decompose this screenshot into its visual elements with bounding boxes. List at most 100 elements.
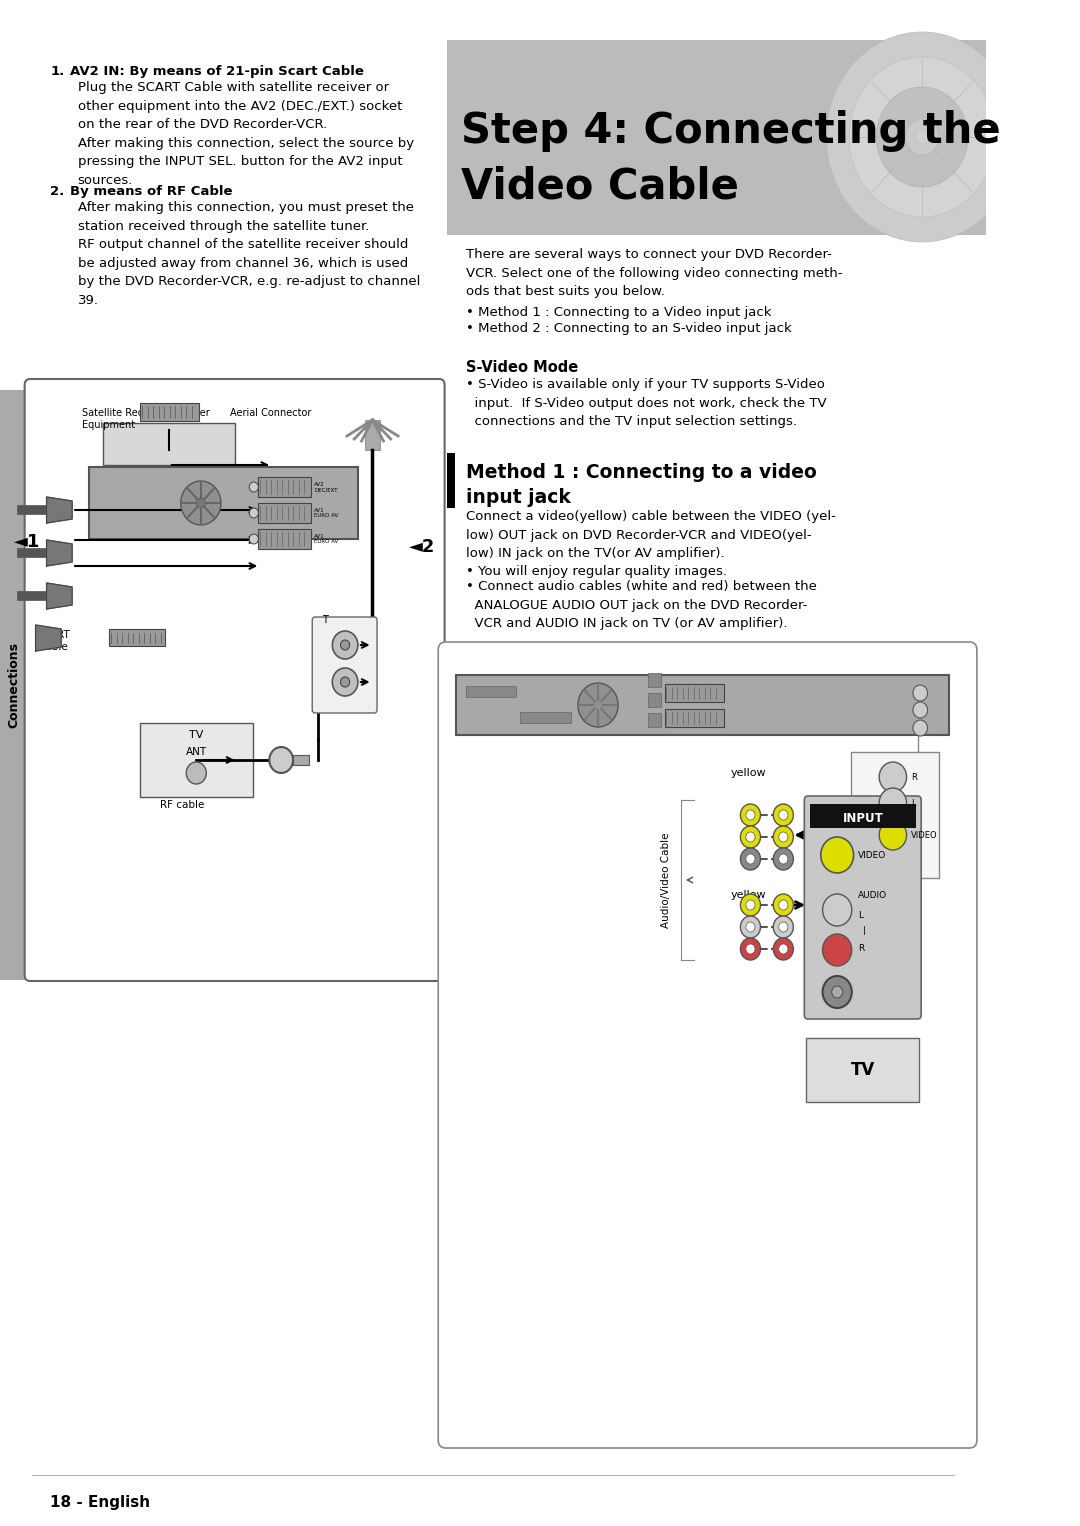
Text: TV: TV (851, 1061, 875, 1079)
Circle shape (877, 87, 968, 188)
Circle shape (746, 900, 755, 909)
Circle shape (779, 855, 788, 864)
Text: T: T (322, 615, 328, 626)
Text: 18 - English: 18 - English (50, 1495, 150, 1511)
Text: Connect a video(yellow) cable between the VIDEO (yel-
low) OUT jack on DVD Recor: Connect a video(yellow) cable between th… (465, 510, 836, 560)
Circle shape (913, 720, 928, 736)
Circle shape (773, 916, 794, 938)
Circle shape (826, 32, 1018, 243)
Text: Method 1 : Connecting to a video
input jack: Method 1 : Connecting to a video input j… (465, 462, 816, 507)
Text: AV2 IN: By means of 21-pin Scart Cable: AV2 IN: By means of 21-pin Scart Cable (70, 66, 364, 78)
Text: Satellite Receiver or other
Equipment: Satellite Receiver or other Equipment (82, 407, 210, 430)
Text: Audio/Video Cable: Audio/Video Cable (661, 832, 672, 928)
Text: ANT: ANT (186, 748, 207, 757)
Text: VIDEO: VIDEO (859, 850, 887, 859)
Circle shape (197, 497, 205, 508)
Text: AV2
DEC/EXT: AV2 DEC/EXT (314, 482, 338, 493)
Circle shape (773, 848, 794, 870)
FancyBboxPatch shape (258, 504, 311, 523)
Text: • You will enjoy regular quality images.: • You will enjoy regular quality images. (465, 565, 727, 578)
Text: • Method 2 : Connecting to an S-video input jack: • Method 2 : Connecting to an S-video in… (465, 322, 792, 336)
FancyBboxPatch shape (89, 467, 357, 539)
Circle shape (773, 894, 794, 916)
Text: SCART
Cable: SCART Cable (36, 630, 70, 653)
Text: AUDIO: AUDIO (859, 891, 888, 899)
Text: yellow: yellow (731, 768, 767, 778)
Circle shape (249, 534, 258, 543)
Text: Aerial Connector: Aerial Connector (230, 407, 311, 418)
Text: 1.: 1. (50, 66, 65, 78)
Circle shape (823, 934, 852, 966)
Text: By means of RF Cable: By means of RF Cable (70, 185, 233, 198)
Text: ◄1: ◄1 (14, 533, 40, 551)
FancyBboxPatch shape (447, 453, 455, 508)
Circle shape (779, 832, 788, 842)
FancyBboxPatch shape (293, 755, 310, 765)
Circle shape (333, 668, 357, 696)
Circle shape (186, 761, 206, 784)
Text: S-Video Mode: S-Video Mode (465, 360, 578, 375)
Circle shape (879, 787, 906, 818)
FancyBboxPatch shape (810, 804, 916, 829)
Text: 2.: 2. (50, 185, 65, 198)
FancyBboxPatch shape (365, 420, 380, 450)
Circle shape (746, 922, 755, 932)
Text: • Method 1 : Connecting to a Video input jack: • Method 1 : Connecting to a Video input… (465, 307, 771, 319)
Text: L: L (912, 798, 916, 807)
Circle shape (340, 639, 350, 650)
Polygon shape (36, 626, 62, 652)
Circle shape (779, 810, 788, 819)
FancyBboxPatch shape (139, 403, 199, 421)
FancyBboxPatch shape (648, 713, 661, 726)
Circle shape (741, 848, 760, 870)
Circle shape (340, 678, 350, 687)
Circle shape (746, 855, 755, 864)
Circle shape (913, 685, 928, 700)
Text: R: R (912, 772, 917, 781)
Text: Connections: Connections (8, 642, 21, 728)
Circle shape (746, 810, 755, 819)
FancyBboxPatch shape (258, 530, 311, 549)
Circle shape (773, 826, 794, 848)
Circle shape (773, 804, 794, 826)
Circle shape (741, 804, 760, 826)
Circle shape (741, 916, 760, 938)
Circle shape (269, 748, 293, 774)
Circle shape (779, 922, 788, 932)
Text: TV: TV (189, 729, 203, 740)
Circle shape (832, 986, 842, 998)
FancyBboxPatch shape (806, 1038, 919, 1102)
Circle shape (180, 481, 221, 525)
Circle shape (741, 826, 760, 848)
Circle shape (741, 894, 760, 916)
FancyBboxPatch shape (457, 674, 949, 736)
Circle shape (823, 894, 852, 926)
Text: AV1
EURO AV: AV1 EURO AV (314, 508, 338, 519)
Circle shape (879, 819, 906, 850)
Circle shape (906, 119, 939, 156)
FancyBboxPatch shape (258, 478, 311, 497)
Polygon shape (46, 540, 72, 566)
FancyBboxPatch shape (109, 629, 165, 645)
FancyBboxPatch shape (139, 723, 253, 797)
Text: |: | (863, 925, 866, 934)
Text: • Connect audio cables (white and red) between the
  ANALOGUE AUDIO OUT jack on : • Connect audio cables (white and red) b… (465, 580, 816, 630)
Circle shape (823, 977, 852, 1009)
Circle shape (916, 130, 929, 143)
Circle shape (249, 508, 258, 517)
Circle shape (879, 761, 906, 792)
FancyBboxPatch shape (312, 617, 377, 713)
Circle shape (821, 836, 853, 873)
FancyBboxPatch shape (648, 693, 661, 707)
Text: Video Cable: Video Cable (461, 165, 739, 208)
Circle shape (333, 630, 357, 659)
Circle shape (779, 900, 788, 909)
Text: INPUT: INPUT (842, 812, 883, 824)
Circle shape (578, 684, 618, 726)
FancyBboxPatch shape (805, 797, 921, 1019)
FancyBboxPatch shape (104, 423, 234, 465)
Circle shape (913, 702, 928, 719)
Circle shape (779, 945, 788, 954)
Text: Plug the SCART Cable with satellite receiver or
other equipment into the AV2 (DE: Plug the SCART Cable with satellite rece… (78, 81, 414, 186)
FancyBboxPatch shape (0, 391, 27, 980)
